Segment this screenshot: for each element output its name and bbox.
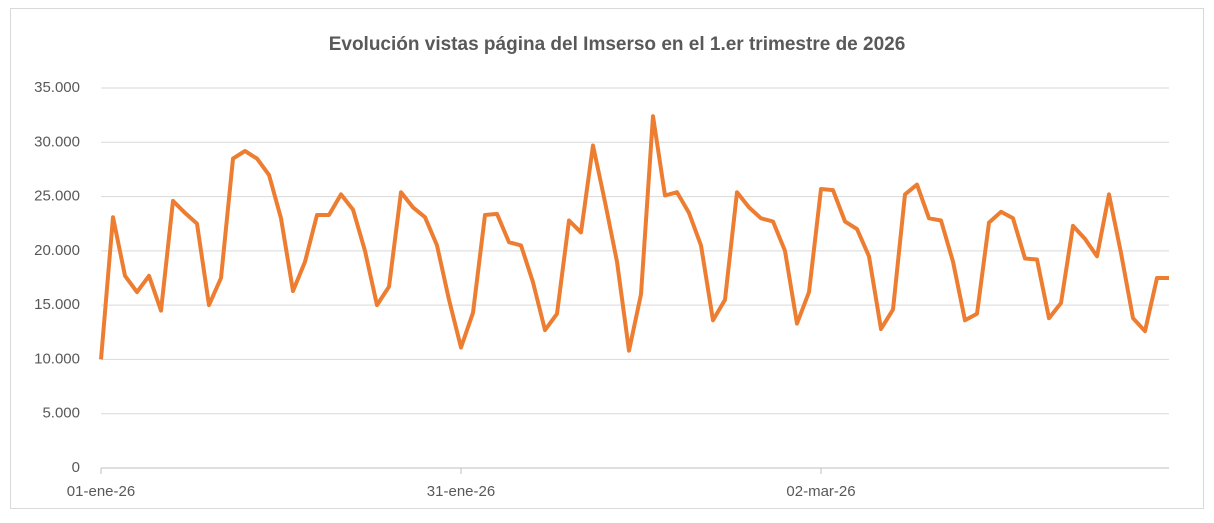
- x-tick-label: 31-ene-26: [427, 483, 495, 500]
- y-tick-label: 10.000: [34, 350, 80, 367]
- data-line: [99, 114, 1169, 360]
- y-tick-label: 35.000: [34, 79, 80, 96]
- y-tick-label: 0: [72, 459, 80, 476]
- y-tick-label: 25.000: [34, 188, 80, 205]
- x-tick-label: 02-mar-26: [786, 483, 855, 500]
- y-tick-label: 5.000: [42, 405, 80, 422]
- y-tick-label: 30.000: [34, 133, 80, 150]
- y-tick-label: 15.000: [34, 296, 80, 313]
- chart-border: [10, 8, 1204, 509]
- x-tick-label: 01-ene-26: [67, 483, 135, 500]
- y-tick-label: 20.000: [34, 242, 80, 259]
- chart-title: Evolución vistas página del Imserso en e…: [329, 34, 906, 55]
